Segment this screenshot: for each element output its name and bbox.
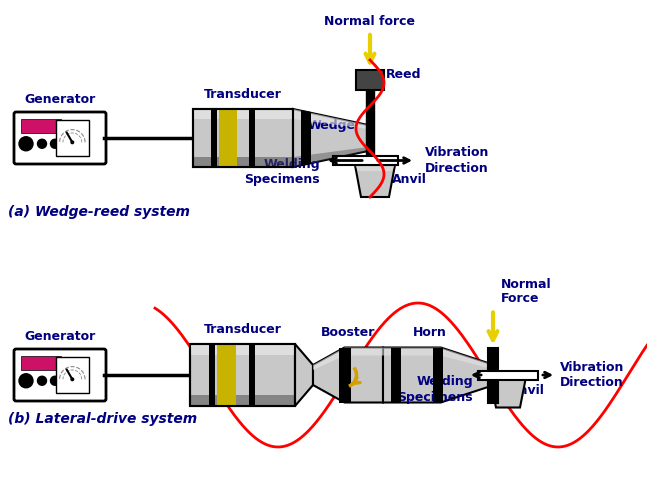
Text: Reed: Reed <box>386 68 421 81</box>
Bar <box>211 109 217 167</box>
Bar <box>488 348 498 402</box>
Text: (a) Wedge-reed system: (a) Wedge-reed system <box>8 205 190 219</box>
Circle shape <box>71 140 74 144</box>
Bar <box>56 120 89 156</box>
Polygon shape <box>490 379 525 408</box>
Polygon shape <box>355 165 395 197</box>
Text: Booster: Booster <box>321 326 375 339</box>
Polygon shape <box>301 110 311 166</box>
Bar <box>338 348 351 402</box>
Bar <box>249 344 255 406</box>
Bar <box>190 344 295 406</box>
Bar <box>219 109 237 167</box>
Circle shape <box>63 139 72 148</box>
Text: Welding
Specimens: Welding Specimens <box>397 375 473 404</box>
Bar <box>249 109 255 167</box>
Text: Horn: Horn <box>413 326 447 339</box>
Text: Normal
Force: Normal Force <box>501 277 552 306</box>
Polygon shape <box>313 348 383 370</box>
Polygon shape <box>355 165 395 171</box>
Bar <box>193 109 293 167</box>
Text: (b) Lateral-drive system: (b) Lateral-drive system <box>8 413 197 427</box>
Bar <box>391 348 401 402</box>
Text: Welding
Specimens: Welding Specimens <box>245 158 320 186</box>
Bar <box>21 356 61 371</box>
Bar <box>356 70 384 90</box>
FancyBboxPatch shape <box>14 112 106 164</box>
Text: Generator: Generator <box>25 330 96 343</box>
Bar <box>193 157 293 167</box>
Text: Normal force: Normal force <box>325 15 415 28</box>
Bar <box>56 357 89 393</box>
Bar <box>190 395 295 406</box>
Circle shape <box>38 139 47 148</box>
Circle shape <box>19 137 33 151</box>
Bar <box>190 344 295 355</box>
Circle shape <box>50 376 60 385</box>
Bar <box>193 109 293 120</box>
Polygon shape <box>295 344 313 406</box>
FancyBboxPatch shape <box>14 349 106 401</box>
Bar <box>366 90 374 156</box>
Text: Transducer: Transducer <box>204 323 281 336</box>
Bar <box>193 109 293 167</box>
Polygon shape <box>293 109 368 129</box>
Bar <box>433 348 443 402</box>
Bar <box>478 371 538 379</box>
Polygon shape <box>293 109 368 167</box>
Circle shape <box>71 377 74 381</box>
Polygon shape <box>313 348 383 402</box>
Text: Generator: Generator <box>25 93 96 106</box>
Bar <box>209 344 215 406</box>
Text: Anvil: Anvil <box>510 384 545 397</box>
Bar <box>21 119 61 133</box>
Text: Transducer: Transducer <box>204 88 282 101</box>
Circle shape <box>63 376 72 385</box>
Circle shape <box>38 376 47 385</box>
Circle shape <box>19 374 33 388</box>
Text: Anvil: Anvil <box>392 173 427 186</box>
Text: Vibration
Direction: Vibration Direction <box>425 146 489 175</box>
Circle shape <box>50 139 60 148</box>
Text: Vibration
Direction: Vibration Direction <box>560 361 624 389</box>
Bar <box>190 344 295 406</box>
Bar <box>217 344 236 406</box>
Polygon shape <box>383 348 488 402</box>
Polygon shape <box>383 348 488 368</box>
Text: Wedge: Wedge <box>308 120 356 132</box>
Polygon shape <box>293 147 368 167</box>
Bar <box>333 156 397 165</box>
